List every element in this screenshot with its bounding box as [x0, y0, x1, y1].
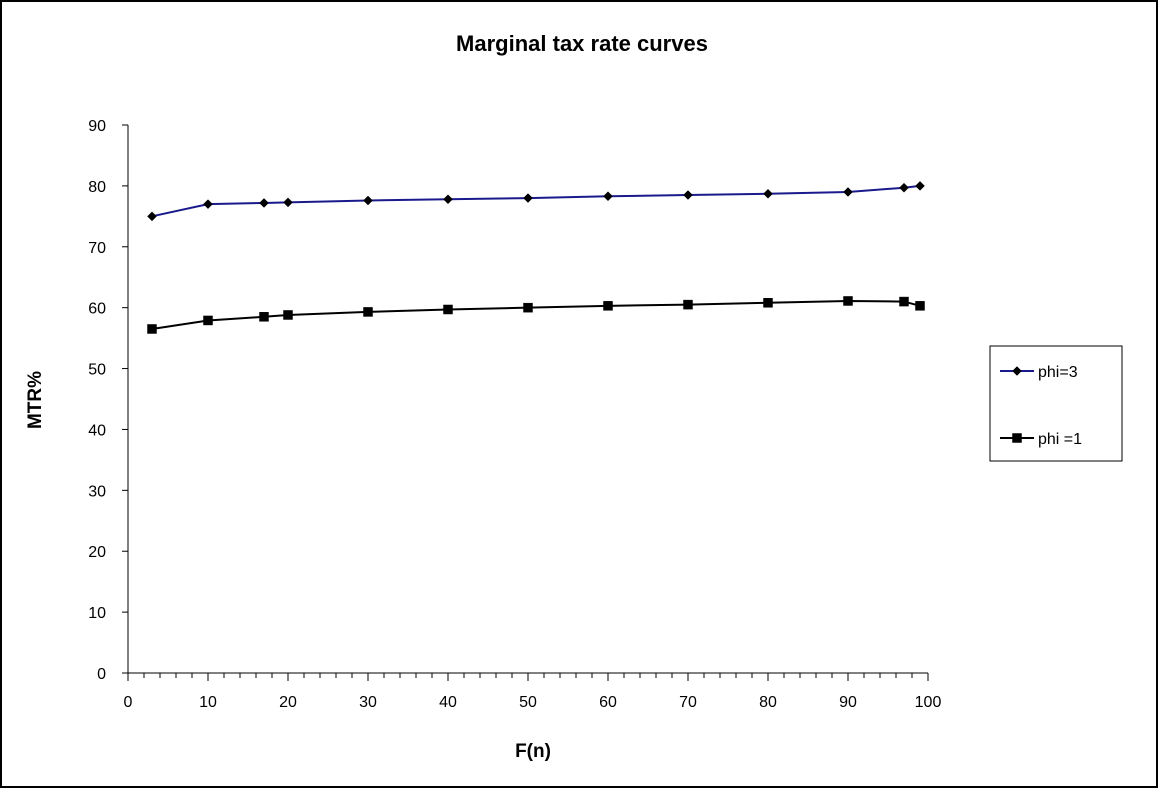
x-tick-label: 30	[359, 694, 377, 711]
y-tick-label: 60	[88, 301, 106, 318]
data-point	[523, 302, 533, 313]
data-point	[363, 195, 373, 206]
series-1	[147, 181, 925, 222]
y-tick-label: 90	[88, 118, 106, 135]
legend-label: phi=3	[1038, 364, 1078, 381]
y-tick-label: 50	[88, 362, 106, 379]
y-tick-label: 0	[97, 666, 106, 683]
data-point	[763, 188, 773, 199]
y-tick-label: 80	[88, 179, 106, 196]
data-point	[763, 298, 773, 308]
data-point	[147, 211, 157, 222]
y-tick-label: 40	[88, 422, 106, 439]
data-point	[203, 315, 213, 326]
data-point	[915, 181, 925, 191]
data-point	[603, 301, 613, 311]
data-point	[915, 301, 925, 311]
data-point	[523, 193, 533, 203]
series-2	[147, 296, 925, 334]
data-point	[899, 182, 909, 193]
axes: 0 10 20 30 40 50 60 70 80 90 0 10 20 30 40 50 60 70 80 90 10…	[88, 118, 941, 711]
x-tick-label: 20	[279, 694, 297, 711]
data-point	[203, 199, 213, 210]
data-point	[443, 304, 453, 315]
chart-title: Marginal tax rate curves	[456, 31, 708, 56]
legend: phi=3 phi =1	[989, 345, 1123, 462]
legend-item: phi =1	[1000, 431, 1082, 448]
legend-swatch-marker	[1012, 433, 1022, 443]
data-point	[683, 299, 693, 310]
x-tick-label: 50	[519, 694, 537, 711]
data-point	[147, 324, 157, 334]
x-tick-label: 0	[124, 694, 133, 711]
series-layer	[147, 181, 925, 334]
x-tick-label: 90	[839, 694, 857, 711]
y-tick-label: 10	[88, 605, 106, 622]
legend-item: phi=3	[1000, 364, 1078, 381]
data-point	[259, 312, 269, 322]
legend-label: phi =1	[1038, 431, 1082, 448]
x-tick-label: 70	[679, 694, 697, 711]
data-point	[683, 190, 693, 200]
x-tick-label: 80	[759, 694, 777, 711]
data-point	[283, 310, 293, 320]
data-point	[443, 194, 453, 205]
x-tick-label: 40	[439, 694, 457, 711]
x-axis-label: F(n)	[515, 741, 551, 762]
legend-box	[989, 345, 1123, 462]
y-tick-label: 20	[88, 544, 106, 561]
x-tick-label: 60	[599, 694, 617, 711]
x-tick-label: 100	[915, 694, 942, 711]
y-tick-label: 30	[88, 483, 106, 500]
data-point	[603, 191, 613, 202]
data-point	[259, 198, 269, 208]
y-axis-label: MTR%	[25, 371, 46, 429]
data-point	[363, 307, 373, 317]
legend-swatch-marker	[1012, 366, 1022, 376]
data-point	[283, 197, 293, 208]
x-tick-label: 10	[199, 694, 217, 711]
data-point	[843, 187, 853, 197]
data-point	[899, 296, 909, 307]
data-point	[843, 296, 853, 306]
y-tick-label: 70	[88, 240, 106, 257]
